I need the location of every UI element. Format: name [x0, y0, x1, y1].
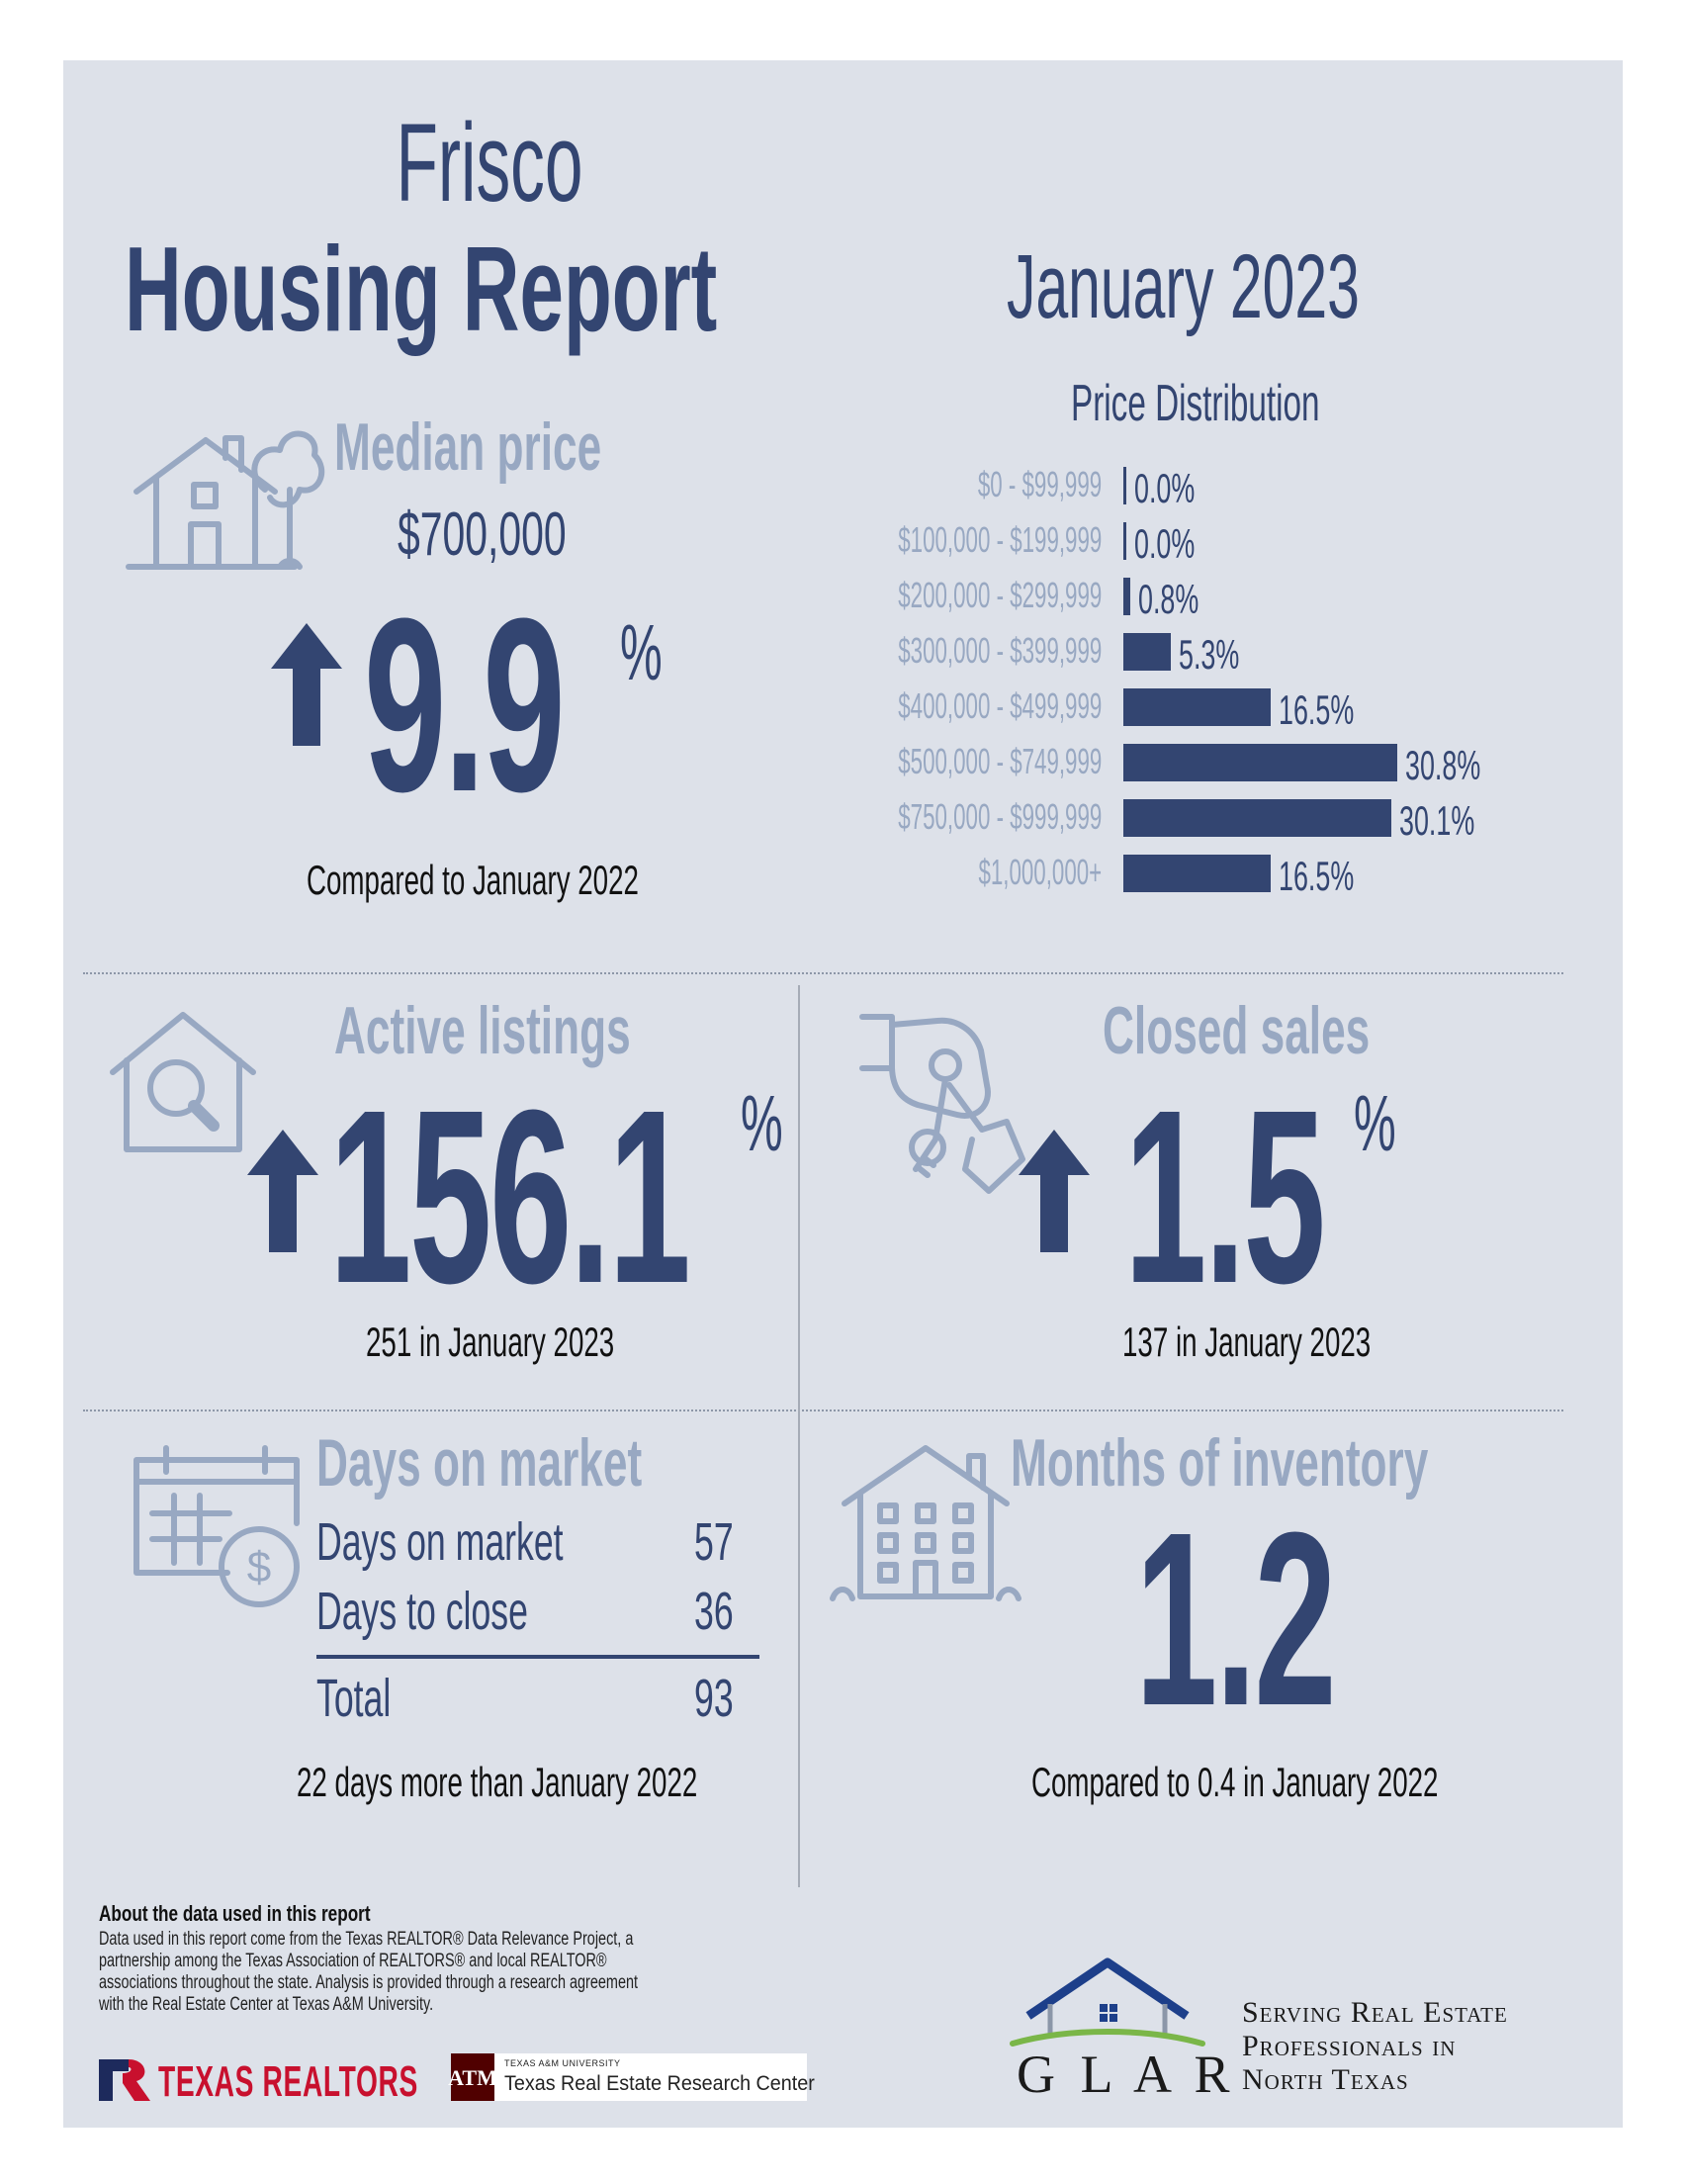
dom-total-label: Total [316, 1669, 392, 1728]
dom-total-rule [316, 1655, 759, 1659]
days-on-market-label: Days on market [316, 1425, 643, 1501]
glar-tagline-line: Professionals in [1242, 2030, 1457, 2062]
glar-tagline-line: North Texas [1242, 2063, 1409, 2096]
divider-vertical [798, 985, 800, 1887]
house-tree-icon [126, 430, 325, 570]
about-line: partnership among the Texas Association … [99, 1951, 607, 1971]
about-line: Data used in this report come from the T… [99, 1929, 634, 1950]
about-line: with the Real Estate Center at Texas A&M… [99, 1994, 434, 2015]
dom-row-2-value: 36 [694, 1582, 734, 1641]
divider-top [83, 972, 1563, 974]
glar-tagline-line: Serving Real Estate [1242, 1996, 1508, 2029]
closed-sales-change: 1.5 [1124, 1058, 1326, 1334]
closed-sales-unit: % [1354, 1079, 1396, 1167]
hand-keys-icon [859, 1014, 1025, 1194]
median-price-compare: Compared to January 2022 [307, 857, 639, 903]
active-listings-note: 251 in January 2023 [366, 1319, 615, 1365]
glar-house-logo-icon [1010, 1957, 1205, 2047]
closed-sales-note: 137 in January 2023 [1122, 1319, 1372, 1365]
up-arrow-icon [247, 1130, 318, 1252]
svg-text:$: $ [247, 1543, 271, 1592]
closed-sales-label: Closed sales [1103, 993, 1371, 1068]
months-inventory-value: 1.2 [1135, 1481, 1337, 1757]
divider-middle [83, 1410, 1563, 1411]
months-inventory-label: Months of inventory [1011, 1425, 1429, 1501]
city-title: Frisco [396, 101, 583, 225]
calendar-dollar-icon: $ [133, 1445, 300, 1607]
building-icon [830, 1445, 1021, 1601]
report-month: January 2023 [1007, 236, 1360, 337]
dom-row-2-name: Days to close [316, 1582, 528, 1641]
about-line: associations throughout the state. Analy… [99, 1972, 639, 1993]
active-listings-change: 156.1 [329, 1058, 691, 1334]
dom-row-1-name: Days on market [316, 1512, 564, 1572]
days-on-market-note: 22 days more than January 2022 [297, 1759, 698, 1805]
tamu-small-label: TEXAS A&M UNIVERSITY [504, 2058, 621, 2068]
house-search-icon [110, 1012, 256, 1152]
active-listings-label: Active listings [334, 993, 631, 1068]
tamu-logo: ATM TEXAS A&M UNIVERSITY Texas Real Esta… [448, 2053, 815, 2101]
dom-row-1-value: 57 [694, 1512, 734, 1572]
about-data-body: Data used in this report come from the T… [99, 1929, 715, 2016]
report-page [63, 60, 1623, 2128]
up-arrow-icon [271, 623, 342, 746]
median-price-change: 9.9 [364, 567, 566, 843]
texas-realtors-logo: TEXAS REALTORS [158, 2057, 418, 2106]
report-title: Housing Report [125, 222, 718, 356]
tamu-logo-icon: ATM [448, 2053, 497, 2101]
texas-realtors-logo-icon [99, 2059, 150, 2101]
median-price-label: Median price [334, 410, 602, 485]
active-listings-unit: % [741, 1079, 783, 1167]
glar-tagline: Serving Real Estate Professionals in Nor… [1242, 1996, 1508, 2097]
glar-logo-text: G L A R [1017, 2045, 1236, 2104]
svg-text:ATM: ATM [448, 2065, 497, 2090]
about-data-title: About the data used in this report [99, 1901, 371, 1926]
median-price-value: $700,000 [398, 500, 567, 569]
up-arrow-icon [1019, 1130, 1090, 1252]
tamu-center-label: Texas Real Estate Research Center [504, 2072, 815, 2095]
dom-total-value: 93 [694, 1669, 734, 1728]
median-price-unit: % [620, 608, 663, 696]
price-distribution-title: Price Distribution [1071, 375, 1320, 432]
months-inventory-note: Compared to 0.4 in January 2022 [1031, 1759, 1439, 1805]
